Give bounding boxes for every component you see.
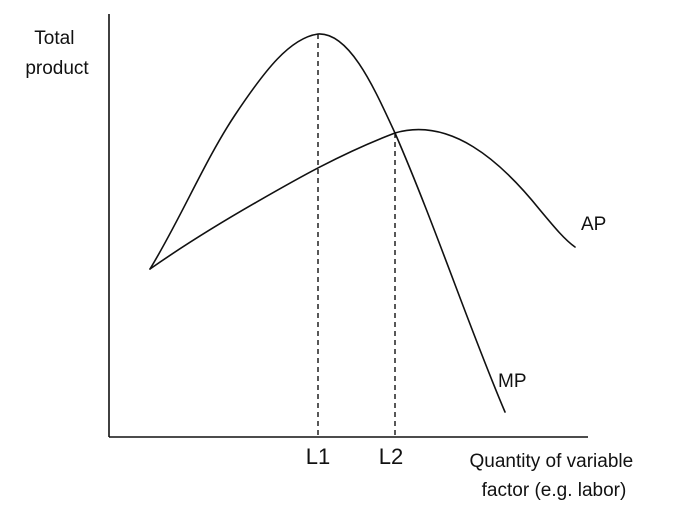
ap-curve-label: AP: [581, 214, 606, 235]
y-axis-label-line-1: Total: [34, 28, 74, 49]
y-axis-label-line-2: product: [25, 58, 89, 79]
tick-label-l2: L2: [379, 444, 403, 469]
x-axis-label-line-1: Quantity of variable: [470, 451, 634, 472]
tick-label-l1: L1: [306, 444, 330, 469]
mp-curve-label: MP: [498, 371, 527, 392]
mp-curve: [149, 33, 506, 413]
x-axis-label: Quantity of variable factor (e.g. labor): [470, 451, 639, 501]
x-axis-label-line-2: factor (e.g. labor): [482, 480, 627, 501]
y-axis-label: Total product: [25, 28, 89, 79]
ap-curve: [149, 128, 576, 270]
